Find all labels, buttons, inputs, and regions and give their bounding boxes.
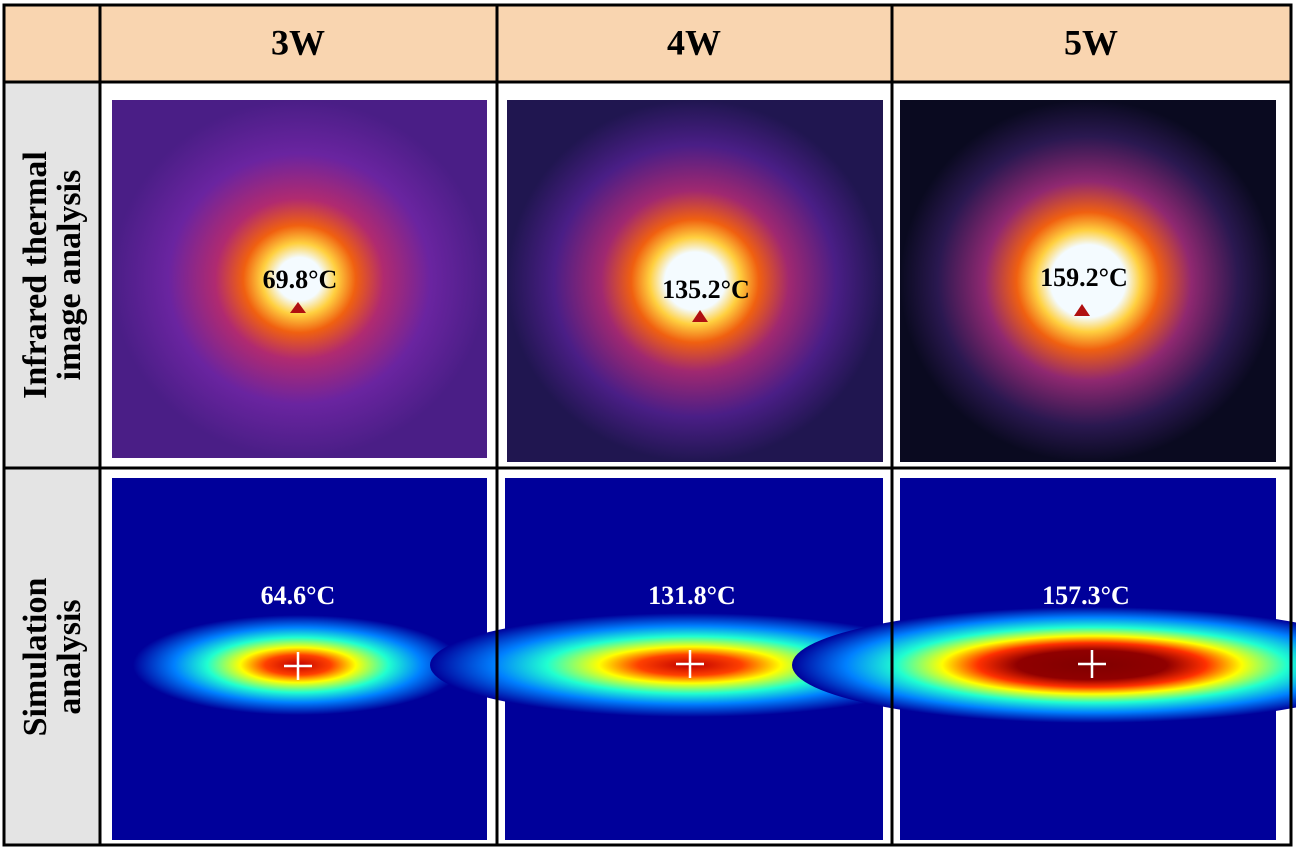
- row-label: analysis: [51, 599, 88, 714]
- figure-table: 3W 4W 5W Infrared thermal image analysis…: [0, 0, 1296, 849]
- temperature: 131.8°C: [648, 581, 736, 610]
- row-label: image analysis: [51, 170, 88, 381]
- row-label: Infrared thermal: [17, 151, 54, 399]
- corner-cell: [5, 5, 100, 82]
- temperature: 157.3°C: [1042, 581, 1130, 610]
- row-label: Simulation: [17, 578, 54, 737]
- temperature: 159.2°C: [1040, 263, 1128, 292]
- column-header: 4W: [667, 22, 721, 62]
- column-header: 5W: [1064, 22, 1118, 62]
- temperature: 64.6°C: [261, 581, 336, 610]
- column-header: 3W: [271, 22, 325, 62]
- page: {"table": { "columns": ["3W", "4W", "5W"…: [0, 0, 1296, 849]
- temperature: 135.2°C: [662, 275, 750, 304]
- temperature: 69.8°C: [263, 265, 338, 294]
